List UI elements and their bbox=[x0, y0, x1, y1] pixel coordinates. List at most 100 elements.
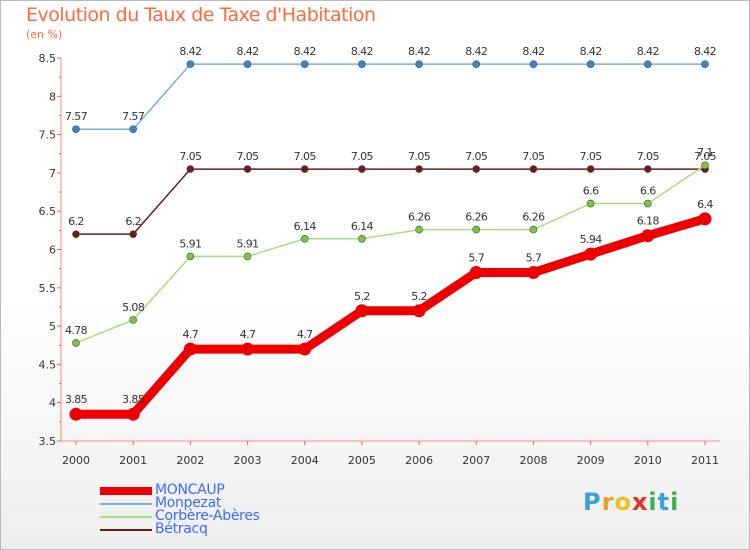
logo-letter: o bbox=[614, 488, 632, 516]
y-tick-label: 8 bbox=[49, 90, 56, 103]
data-point-moncaup bbox=[241, 342, 255, 356]
data-label-corbere-aberes: 4.78 bbox=[65, 324, 88, 337]
data-point-moncaup bbox=[584, 247, 598, 261]
y-tick-label: 4.5 bbox=[39, 358, 57, 371]
data-label-moncaup: 5.2 bbox=[354, 290, 370, 303]
data-label-monpezat: 8.42 bbox=[637, 45, 659, 58]
y-tick-label: 3.5 bbox=[39, 435, 57, 448]
data-label-betracq: 6.2 bbox=[125, 215, 141, 228]
data-label-moncaup: 4.7 bbox=[183, 328, 199, 341]
y-tick-label: 8.5 bbox=[39, 52, 57, 65]
data-point-corbere-aberes bbox=[358, 234, 366, 243]
logo-letter: t bbox=[657, 488, 671, 516]
y-tick-label: 5 bbox=[49, 320, 56, 333]
x-tick-label: 2008 bbox=[519, 454, 547, 467]
data-point-corbere-aberes bbox=[586, 199, 595, 208]
data-label-betracq: 7.05 bbox=[465, 150, 488, 163]
legend-label-corbere-aberes: Corbère-Abères bbox=[155, 508, 260, 524]
data-point-monpezat bbox=[529, 60, 538, 68]
y-tick-label: 7.5 bbox=[39, 129, 57, 142]
data-point-monpezat bbox=[644, 60, 652, 68]
legend-swatch-monpezat bbox=[100, 497, 152, 510]
data-point-betracq bbox=[472, 165, 481, 173]
x-tick-label: 2001 bbox=[119, 454, 147, 467]
y-tick-label: 4 bbox=[49, 397, 56, 410]
data-point-corbere-aberes bbox=[644, 199, 652, 208]
data-point-monpezat bbox=[415, 60, 423, 68]
data-labels: 6.2 6.27.05 7.05 7.05 7.05 7.05 7.05 7.05 7.05 7.… bbox=[65, 45, 717, 406]
data-label-monpezat: 8.42 bbox=[351, 45, 373, 58]
data-point-moncaup bbox=[69, 407, 83, 421]
data-point-moncaup bbox=[469, 265, 483, 279]
data-label-betracq: 7.05 bbox=[408, 150, 431, 163]
data-point-monpezat bbox=[72, 125, 80, 134]
data-label-monpezat: 8.42 bbox=[236, 45, 258, 58]
series-line-monpezat bbox=[75, 63, 706, 130]
data-point-monpezat bbox=[586, 60, 595, 68]
data-label-betracq: 7.05 bbox=[694, 150, 717, 163]
data-point-moncaup bbox=[298, 342, 312, 356]
legend-label-betracq: Bétracq bbox=[155, 521, 208, 537]
data-point-moncaup bbox=[698, 212, 712, 226]
data-label-moncaup: 6.4 bbox=[697, 198, 713, 211]
data-point-corbere-aberes bbox=[472, 225, 481, 234]
logo-letter: i bbox=[648, 488, 658, 516]
x-tick-label: 2010 bbox=[634, 454, 662, 467]
data-label-betracq: 7.05 bbox=[351, 150, 374, 163]
data-label-monpezat: 7.57 bbox=[122, 110, 145, 123]
data-point-moncaup bbox=[412, 304, 426, 318]
series-line-betracq bbox=[75, 168, 706, 235]
data-label-corbere-aberes: 6.26 bbox=[522, 211, 545, 224]
logo-letter: P bbox=[583, 488, 602, 516]
data-label-corbere-aberes: 7.1 bbox=[697, 146, 713, 159]
data-point-corbere-aberes bbox=[186, 252, 195, 261]
data-label-monpezat: 8.42 bbox=[465, 45, 487, 58]
data-label-moncaup: 5.7 bbox=[468, 251, 484, 264]
data-label-betracq: 7.05 bbox=[637, 150, 660, 163]
data-point-monpezat bbox=[358, 60, 366, 68]
legend-swatch-corbere-aberes bbox=[100, 510, 152, 523]
proxiti-logo: Proxiti bbox=[583, 488, 679, 516]
data-label-moncaup: 3.85 bbox=[65, 393, 88, 406]
data-point-betracq bbox=[529, 165, 538, 173]
data-label-betracq: 7.05 bbox=[294, 150, 317, 163]
data-point-corbere-aberes bbox=[701, 161, 709, 170]
data-point-moncaup bbox=[641, 229, 655, 243]
data-point-betracq bbox=[644, 165, 652, 173]
data-label-moncaup: 6.18 bbox=[637, 215, 660, 228]
x-tick-label: 2006 bbox=[405, 454, 433, 467]
data-point-corbere-aberes bbox=[243, 252, 252, 261]
data-label-monpezat: 8.42 bbox=[408, 45, 430, 58]
data-label-monpezat: 8.42 bbox=[522, 45, 544, 58]
x-tick-label: 2007 bbox=[462, 454, 490, 467]
data-point-betracq bbox=[72, 230, 80, 238]
x-tick-label: 2005 bbox=[348, 454, 376, 467]
data-label-corbere-aberes: 6.14 bbox=[351, 220, 374, 233]
data-label-moncaup: 4.7 bbox=[240, 328, 256, 341]
y-tick-label: 6.5 bbox=[39, 205, 57, 218]
series-line-moncaup bbox=[71, 214, 710, 419]
data-label-betracq: 7.05 bbox=[522, 150, 545, 163]
data-point-monpezat bbox=[243, 60, 252, 68]
data-point-corbere-aberes bbox=[529, 225, 538, 234]
chart-title: Evolution du Taux de Taxe d'Habitation bbox=[26, 4, 376, 26]
data-label-moncaup: 4.7 bbox=[297, 328, 313, 341]
chart-unit-label: (en %) bbox=[26, 28, 63, 41]
x-tick-label: 2011 bbox=[691, 454, 719, 467]
data-point-betracq bbox=[186, 165, 195, 173]
data-point-moncaup bbox=[526, 265, 540, 279]
x-tick-label: 2002 bbox=[176, 454, 204, 467]
data-label-betracq: 7.05 bbox=[236, 150, 259, 163]
data-point-corbere-aberes bbox=[129, 316, 137, 324]
data-point-betracq bbox=[243, 165, 252, 173]
y-tick-label: 7 bbox=[49, 167, 56, 180]
data-label-corbere-aberes: 5.08 bbox=[122, 301, 145, 314]
data-label-monpezat: 8.42 bbox=[580, 45, 602, 58]
x-tick-label: 2004 bbox=[291, 454, 319, 467]
x-tick-label: 2000 bbox=[62, 454, 90, 467]
data-point-monpezat bbox=[472, 60, 481, 68]
data-label-monpezat: 8.42 bbox=[294, 45, 316, 58]
series-line-corbere-aberes bbox=[75, 164, 706, 344]
data-label-moncaup: 5.2 bbox=[411, 290, 427, 303]
